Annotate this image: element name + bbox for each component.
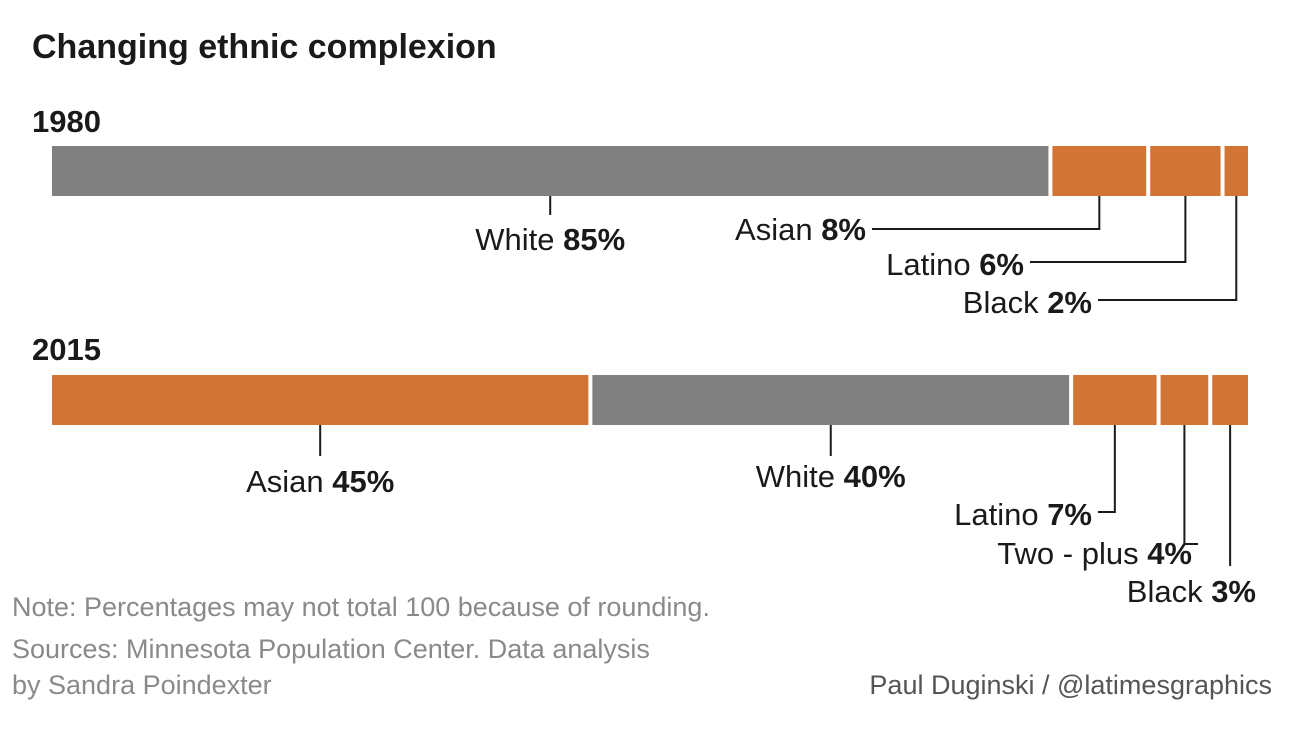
label-1980-latino: Latino 6% bbox=[886, 247, 1024, 282]
bar-1980: White 85% Asian 8% Latino 6%Black 2% bbox=[52, 146, 1248, 320]
chart-credit: Paul Duginski / @latimesgraphics bbox=[869, 670, 1272, 700]
leader-1980-asian bbox=[872, 196, 1101, 230]
label-1980-asian: Asian 8% bbox=[735, 212, 866, 247]
chart-title: Changing ethnic complexion bbox=[32, 28, 497, 66]
chart-sources-line-2: by Sandra Poindexter bbox=[12, 670, 272, 700]
label-2015-asian: Asian 45% bbox=[246, 464, 394, 499]
bar-1980-white bbox=[52, 146, 1049, 196]
label-1980-black: Black 2% bbox=[963, 285, 1092, 320]
label-2015-latino: Latino 7% bbox=[954, 497, 1092, 532]
bar-2015-black bbox=[1212, 375, 1248, 425]
leader-1980-latino bbox=[1030, 196, 1187, 263]
group-label-1980: 1980 bbox=[32, 104, 101, 139]
bar-1980-latino bbox=[1150, 146, 1221, 196]
bar-2015-white bbox=[592, 375, 1070, 425]
label-1980-white: White 85% bbox=[475, 222, 625, 257]
label-2015-black: Black 3% bbox=[1127, 574, 1256, 609]
chart-sources-line-1: Sources: Minnesota Population Center. Da… bbox=[12, 634, 650, 664]
bar-2015: Asian 45% White 40% Latino 7% Two - plus 4%… bbox=[52, 375, 1256, 609]
label-2015-white: White 40% bbox=[756, 459, 906, 494]
leader-2015-latino bbox=[1098, 425, 1116, 513]
bar-1980-black bbox=[1224, 146, 1248, 196]
bar-1980-asian bbox=[1052, 146, 1147, 196]
leader-1980-black bbox=[1098, 196, 1238, 301]
leader-2015-two-plus bbox=[1183, 425, 1198, 545]
bar-2015-latino bbox=[1073, 375, 1157, 425]
group-label-2015: 2015 bbox=[32, 332, 101, 367]
label-2015-two-plus: Two - plus 4% bbox=[997, 536, 1192, 571]
bar-2015-two-plus bbox=[1160, 375, 1209, 425]
chart-note: Note: Percentages may not total 100 beca… bbox=[12, 592, 710, 622]
bar-2015-asian bbox=[52, 375, 589, 425]
